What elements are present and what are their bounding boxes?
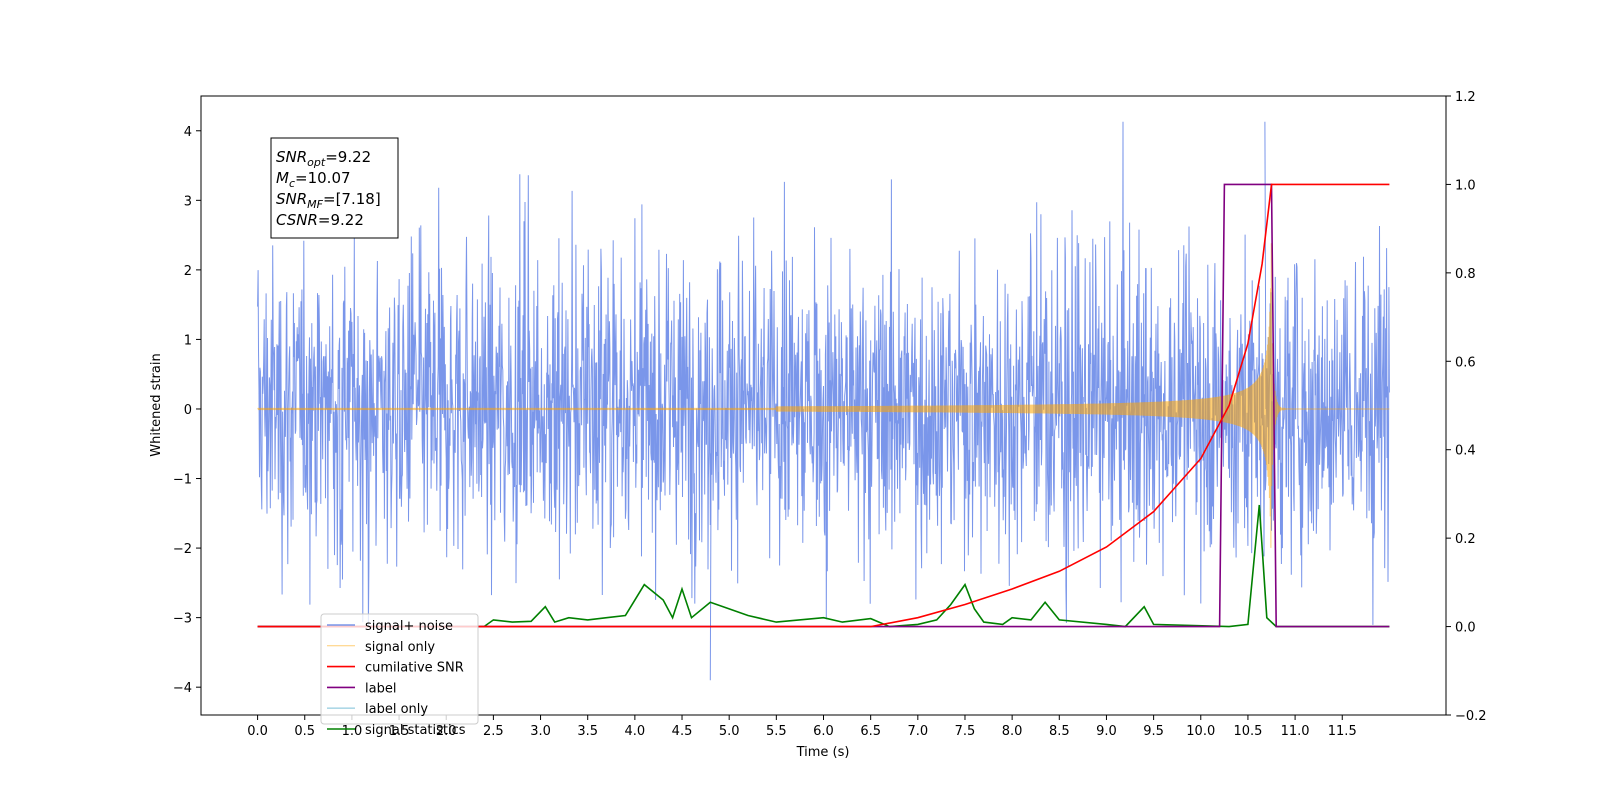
plot-series [257,121,1390,681]
x-tick-label: 5.5 [766,724,787,739]
y-tick-label: 3 [184,194,192,209]
x-tick-label: 2.5 [483,724,504,739]
y-tick-label: 0 [184,403,192,418]
x-tick-label: 6.5 [860,724,881,739]
x-tick-label: 2.0 [436,724,457,739]
legend-label: signal+ noise [365,619,453,634]
x-tick-label: 6.0 [813,724,834,739]
y-tick-label: 4 [184,125,192,140]
annotation-symbol: SNR [276,148,307,166]
y2-tick-label: 0.4 [1455,444,1476,459]
series-signal-statistics-line [257,504,1390,628]
x-tick-label: 10.5 [1233,724,1262,739]
annotation-value: =9.22 [325,148,371,166]
annotation-subscript: c [289,177,295,190]
x-tick-label: 3.0 [530,724,551,739]
annotation-subscript: opt [307,156,326,169]
x-tick-label: 1.5 [389,724,410,739]
x-tick-label: 10.0 [1186,724,1215,739]
x-axis-label: Time (s) [796,745,850,760]
annotation-value: =9.22 [318,211,364,229]
y-tick-label: 1 [184,333,192,348]
y-tick-label: −1 [173,473,192,488]
x-tick-label: 9.5 [1143,724,1164,739]
y2-tick-label: 1.0 [1455,178,1476,193]
legend-label: cumilative SNR [365,661,464,676]
x-tick-label: 3.5 [577,724,598,739]
annotation-line: CSNR=9.22 [276,211,364,229]
annotation-frame [270,137,399,239]
annotation-symbol: CSNR [276,211,318,229]
series-label-line [257,183,1390,628]
y2-tick-label: 1.2 [1455,90,1476,105]
y-tick-label: −4 [173,681,192,696]
x-tick-label: 5.0 [719,724,740,739]
y-tick-label: −2 [173,542,192,557]
y2-tick-label: 0.2 [1455,532,1476,547]
annotation-line: Mc=10.07 [276,169,351,190]
x-tick-label: 11.0 [1281,724,1310,739]
x-axis: 0.0 0.5 1.0 1.5 2.0 2.5 3.0 3.5 4.0 4.5 5.0 5.5 6.0 6… [247,715,1357,739]
annotation-line: SNRMF=[7.18] [276,190,381,211]
legend-frame [320,613,479,725]
y2-tick-label: 0.8 [1455,267,1476,282]
series-signal-only-line [257,243,1390,548]
x-tick-label: 8.0 [1002,724,1023,739]
x-tick-label: 7.0 [907,724,928,739]
annotation-symbol: SNR [276,190,307,208]
y-tick-label: 2 [184,264,192,279]
x-tick-label: 8.5 [1049,724,1070,739]
legend: signal+ noise signal only cumilative SNR la… [320,613,479,738]
legend-label: label only [365,702,428,717]
y-axis-right: 1.2 1.0 0.8 0.6 0.4 0.2 0.0 −0.2 [1446,90,1487,724]
annotation-value: =[7.18] [323,190,381,208]
y2-tick-label: −0.2 [1455,709,1487,724]
x-tick-label: 7.5 [955,724,976,739]
x-tick-label: 4.0 [625,724,646,739]
y-tick-label: −3 [173,612,192,627]
annotation-value: =10.07 [295,169,351,187]
y2-tick-label: 0.0 [1455,621,1476,636]
x-tick-label: 11.5 [1328,724,1357,739]
y-axis-left: 4 3 2 1 0 −1 −2 −3 −4 [173,125,201,696]
x-tick-label: 0.5 [294,724,315,739]
legend-label: signal only [365,640,435,655]
annotation-subscript: MF [307,198,323,211]
y-axis-label: Whitened strain [149,353,164,456]
annotation-symbol: M [276,169,289,187]
x-tick-label: 4.5 [672,724,693,739]
annotation-line: SNRopt=9.22 [276,148,371,169]
legend-label: signal statistics [365,723,466,738]
series-cumulative-snr-line [257,183,1390,628]
x-tick-label: 9.0 [1096,724,1117,739]
x-tick-label: 0.0 [247,724,268,739]
x-tick-label: 1.0 [342,724,363,739]
y2-tick-label: 0.6 [1455,355,1476,370]
legend-label: label [365,681,396,696]
